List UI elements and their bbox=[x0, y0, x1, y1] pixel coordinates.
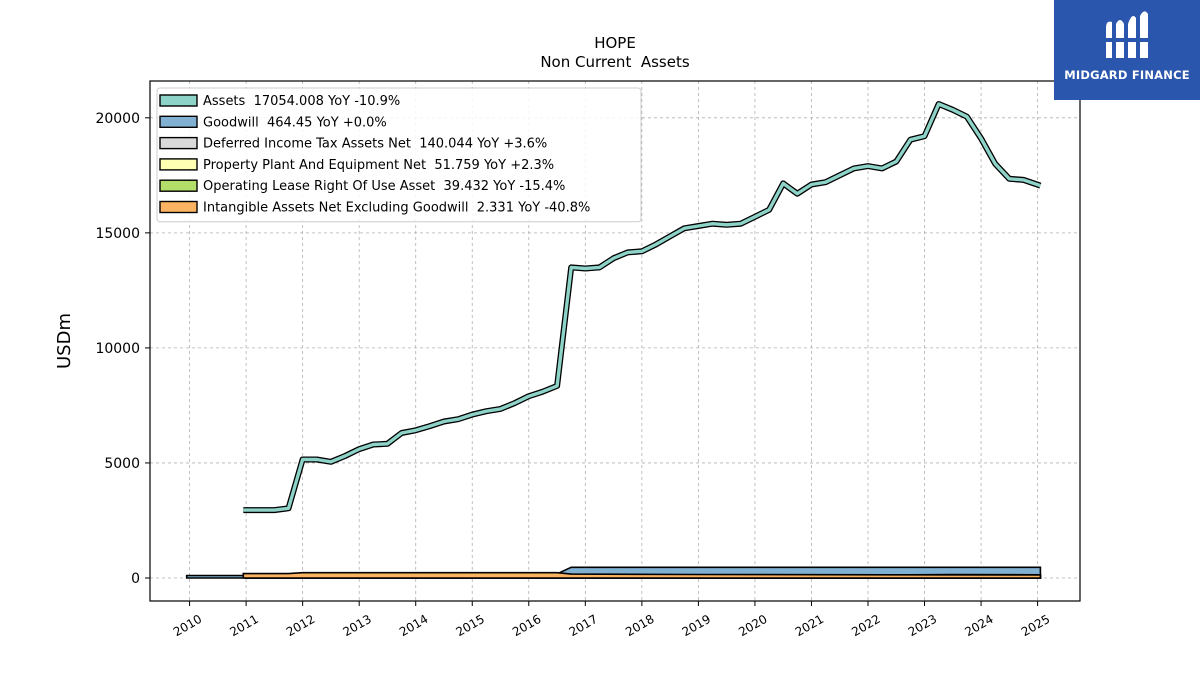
legend bbox=[156, 87, 642, 223]
x-tick-label: 2019 bbox=[680, 612, 713, 639]
y-tick-label: 20000 bbox=[95, 111, 140, 127]
x-tick-label: 2021 bbox=[793, 612, 826, 639]
legend-swatch-2 bbox=[159, 136, 198, 150]
x-tick-label: 2024 bbox=[962, 612, 995, 639]
series-area-5 bbox=[243, 572, 1041, 578]
y-tick-label: 0 bbox=[131, 571, 140, 587]
legend-entry-0: Assets 17054.008 YoY -10.9% bbox=[203, 94, 400, 109]
legend-swatch-4 bbox=[159, 179, 198, 192]
y-axis-label: USDm bbox=[54, 313, 75, 369]
x-tick-label: 2018 bbox=[623, 612, 656, 639]
series-line-0 bbox=[243, 102, 1041, 512]
legend-entry-1: Goodwill 464.45 YoY +0.0% bbox=[203, 115, 387, 130]
series-edge-5 bbox=[242, 571, 1042, 579]
legend-swatch-5 bbox=[159, 200, 198, 214]
y-tick-label: 15000 bbox=[95, 226, 140, 242]
legend-entry-3: Property Plant And Equipment Net 51.759 … bbox=[203, 158, 554, 173]
x-tick-label: 2025 bbox=[1019, 612, 1052, 639]
x-tick-label: 2012 bbox=[284, 612, 317, 639]
brand-name: MIDGARD FINANCE bbox=[1064, 68, 1190, 82]
x-tick-label: 2015 bbox=[454, 612, 487, 639]
legend-swatch-3 bbox=[159, 158, 198, 171]
legend-swatch-0 bbox=[159, 94, 198, 107]
chart-subtitle: Non Current Assets bbox=[540, 53, 690, 71]
legend-swatch-1 bbox=[159, 115, 198, 129]
x-tick-label: 2010 bbox=[171, 612, 204, 639]
chart-title: HOPE bbox=[594, 34, 636, 52]
legend-entry-5: Intangible Assets Net Excluding Goodwill… bbox=[203, 201, 590, 216]
x-tick-label: 2022 bbox=[849, 612, 882, 639]
x-tick-label: 2016 bbox=[510, 612, 543, 639]
plot-frame bbox=[149, 80, 1081, 602]
brand-logo: MIDGARD FINANCE bbox=[1054, 0, 1200, 100]
y-tick-label: 5000 bbox=[104, 456, 140, 472]
x-tick-label: 2023 bbox=[906, 612, 939, 639]
legend-entry-4: Operating Lease Right Of Use Asset 39.43… bbox=[203, 179, 565, 194]
x-tick-label: 2014 bbox=[397, 612, 430, 639]
x-tick-label: 2020 bbox=[736, 612, 769, 639]
x-tick-label: 2011 bbox=[227, 612, 260, 639]
x-tick-label: 2017 bbox=[567, 612, 600, 639]
x-tick-label: 2013 bbox=[340, 612, 373, 639]
midgard-logo-icon bbox=[1104, 11, 1150, 59]
legend-entry-2: Deferred Income Tax Assets Net 140.044 Y… bbox=[203, 137, 547, 152]
y-tick-label: 10000 bbox=[95, 341, 140, 357]
